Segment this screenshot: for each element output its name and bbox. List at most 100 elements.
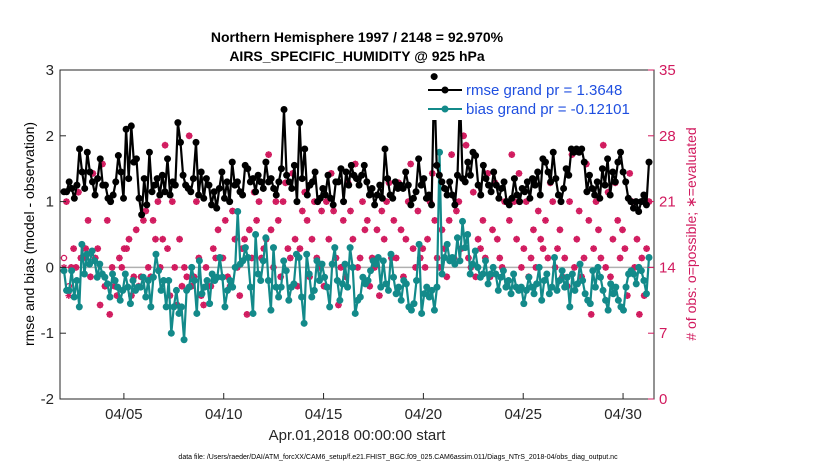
obs-evaluated-point bbox=[118, 264, 126, 271]
bias-point bbox=[170, 303, 178, 311]
bias-point bbox=[285, 296, 293, 304]
bias-point bbox=[471, 247, 479, 255]
y-axis-label: rmse and bias (model - observation) bbox=[21, 122, 37, 346]
left-axis: -2 -1 0 1 2 3 bbox=[41, 62, 66, 408]
obs-evaluated-point bbox=[96, 301, 104, 309]
obs-evaluated-point bbox=[291, 235, 299, 243]
bias-point bbox=[502, 283, 510, 291]
obs-evaluated-point bbox=[363, 217, 371, 224]
rmse-point bbox=[205, 181, 213, 189]
x-tick-label: 04/20 bbox=[405, 406, 443, 423]
obs-evaluated-point bbox=[539, 245, 547, 252]
rmse-point bbox=[156, 191, 164, 199]
rmse-point bbox=[580, 158, 588, 166]
obs-evaluated-point bbox=[284, 245, 292, 252]
obs-evaluated-point bbox=[484, 170, 492, 177]
bias-point bbox=[231, 263, 239, 271]
bias-point bbox=[290, 280, 298, 288]
obs-evaluated-point bbox=[193, 198, 200, 205]
obs-evaluated-point bbox=[202, 264, 210, 271]
bias-point bbox=[377, 283, 385, 291]
obs-evaluated-point bbox=[255, 198, 263, 205]
obs-evaluated-point bbox=[592, 198, 600, 205]
bias-point bbox=[188, 263, 196, 271]
bias-point bbox=[155, 267, 163, 275]
obs-evaluated-point bbox=[518, 264, 525, 271]
bias-point bbox=[203, 277, 211, 285]
bias-point bbox=[206, 300, 214, 308]
rmse-point bbox=[513, 191, 521, 199]
left-tick-label: 3 bbox=[46, 62, 54, 79]
rmse-point bbox=[635, 207, 643, 215]
bias-point bbox=[239, 257, 247, 265]
rmse-point bbox=[267, 175, 275, 183]
bias-point bbox=[420, 290, 428, 298]
rmse-point bbox=[143, 201, 151, 209]
rmse-point bbox=[516, 198, 524, 206]
obs-evaluated-point bbox=[224, 273, 232, 281]
bias-point bbox=[466, 270, 474, 278]
rmse-point bbox=[197, 168, 205, 176]
rmse-point bbox=[252, 188, 260, 196]
rmse-point bbox=[464, 158, 472, 166]
obs-evaluated-point bbox=[103, 217, 111, 224]
bias-point bbox=[543, 270, 551, 278]
bias-point bbox=[441, 254, 449, 262]
bias-point bbox=[318, 260, 326, 268]
bias-point bbox=[425, 293, 433, 301]
obs-evaluated-point bbox=[453, 207, 460, 215]
x-tick-label: 04/15 bbox=[305, 406, 343, 423]
bias-point bbox=[185, 283, 193, 291]
chart-title: Northern Hemisphere 1997 / 2148 = 92.970… bbox=[211, 29, 504, 45]
rmse-point bbox=[101, 181, 109, 189]
rmse-point bbox=[645, 158, 653, 166]
bias-point bbox=[614, 296, 622, 304]
bias-point bbox=[479, 270, 487, 278]
legend-box bbox=[424, 80, 650, 120]
bias-point bbox=[338, 280, 346, 288]
rmse-point bbox=[541, 158, 549, 166]
obs-evaluated-point bbox=[132, 226, 140, 234]
obs-evaluated-point bbox=[156, 264, 164, 271]
rmse-point bbox=[166, 191, 174, 199]
bias-point bbox=[469, 260, 477, 268]
bias-point bbox=[395, 283, 403, 291]
bias-point bbox=[162, 303, 170, 311]
rmse-point bbox=[536, 191, 544, 199]
rmse-point bbox=[158, 171, 166, 179]
rmse-point bbox=[249, 175, 257, 183]
rmse-point bbox=[176, 138, 184, 146]
rmse-point bbox=[107, 198, 115, 206]
plot-area bbox=[60, 70, 654, 399]
rmse-point bbox=[381, 145, 389, 153]
bias-point bbox=[527, 283, 535, 291]
rmse-point bbox=[68, 184, 76, 192]
rmse-point bbox=[368, 184, 376, 192]
obs-evaluated-point bbox=[515, 170, 523, 177]
bias-point bbox=[65, 286, 73, 294]
bias-point bbox=[262, 234, 270, 242]
data-file-footer: data file: /Users/raeder/DAI/ATM_forcXX/… bbox=[178, 454, 618, 461]
rmse-point bbox=[492, 181, 500, 189]
obs-evaluated-point bbox=[356, 254, 364, 262]
bias-point bbox=[200, 283, 208, 291]
bias-point bbox=[111, 277, 119, 285]
bias-point bbox=[137, 283, 145, 291]
rmse-point bbox=[642, 201, 650, 209]
right-tick-label: 14 bbox=[659, 259, 676, 276]
bias-point bbox=[249, 309, 257, 317]
bias-point bbox=[387, 250, 395, 258]
bias-point bbox=[430, 306, 438, 314]
bias-point bbox=[126, 300, 134, 308]
obs-evaluated-point bbox=[108, 264, 116, 271]
obs-evaluated-point bbox=[421, 264, 429, 271]
right-tick-label: 35 bbox=[659, 62, 676, 79]
obs-evaluated-point bbox=[590, 245, 597, 252]
bias-point bbox=[459, 217, 467, 225]
left-tick-label: 1 bbox=[46, 194, 54, 211]
rmse-point bbox=[145, 148, 153, 156]
bias-point bbox=[331, 244, 339, 252]
obs-evaluated-point bbox=[412, 264, 419, 271]
bias-point bbox=[254, 270, 262, 278]
rmse-point bbox=[441, 184, 449, 192]
